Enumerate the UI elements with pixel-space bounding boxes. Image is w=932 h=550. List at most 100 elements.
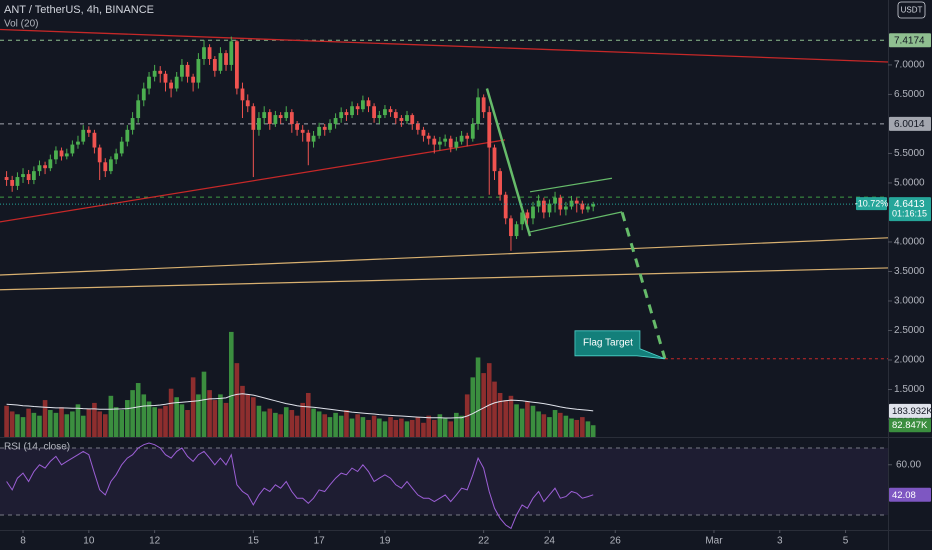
- volume-bar: [393, 419, 399, 437]
- volume-bar: [278, 414, 283, 437]
- candle-body: [393, 112, 398, 119]
- volume-bar: [448, 421, 454, 437]
- candle-body: [43, 165, 47, 169]
- volume-bar: [333, 412, 338, 437]
- volume-bar: [404, 421, 410, 437]
- y-tick-label: 5.0000: [894, 178, 925, 189]
- candle-body: [136, 100, 141, 119]
- candle-body: [158, 70, 163, 74]
- x-tick-label: 17: [314, 536, 326, 547]
- volume-bar: [585, 421, 591, 437]
- candle-body: [399, 118, 404, 121]
- candle-body: [432, 138, 437, 145]
- volume-bar: [201, 371, 207, 437]
- candle-body: [81, 129, 86, 142]
- trend-line: [0, 237, 889, 276]
- volume-bar: [64, 414, 70, 437]
- candle-body: [240, 88, 245, 101]
- last-price-label: 4.6413: [894, 199, 925, 210]
- candle-body: [97, 147, 102, 163]
- y-tick-label: 3.0000: [894, 296, 925, 307]
- volume-bar: [415, 417, 421, 437]
- rsi-line: [6, 442, 594, 530]
- y-tick-label: 4.0000: [894, 237, 925, 248]
- candle-body: [4, 177, 9, 180]
- x-tick-label: 26: [610, 536, 622, 547]
- volume-bar: [322, 414, 328, 437]
- currency-badge[interactable]: [897, 1, 926, 19]
- candle-body: [202, 47, 206, 60]
- candle-body: [21, 174, 25, 178]
- candle-body: [130, 118, 135, 130]
- volume-bar: [185, 410, 190, 437]
- volume-bar: [102, 414, 108, 437]
- value-badge: [889, 487, 931, 502]
- volume-bar: [481, 373, 486, 437]
- volume-bar: [108, 395, 114, 437]
- x-tick-label: 5: [843, 536, 849, 547]
- volume-bar: [168, 388, 174, 437]
- volume-bar: [574, 419, 580, 437]
- level-badge: [889, 33, 931, 48]
- candle-body: [180, 64, 184, 77]
- y-tick-label: 1.5000: [894, 384, 925, 395]
- volume-bar: [26, 408, 31, 437]
- candle-body: [487, 112, 492, 148]
- volume-bar: [382, 421, 388, 437]
- volume-bar: [492, 381, 497, 437]
- candle-body: [278, 115, 283, 119]
- candle-body: [498, 171, 502, 195]
- candle-body: [306, 132, 311, 142]
- volume-bar: [563, 415, 569, 437]
- candle-body: [108, 159, 113, 172]
- volume-bar: [514, 404, 519, 437]
- y-tick-label: 5.5000: [894, 148, 925, 159]
- candle-body: [333, 118, 338, 124]
- volume-bar: [344, 410, 349, 437]
- trend-line: [529, 177, 613, 193]
- volume-bar: [70, 411, 75, 437]
- volume-bar: [223, 402, 229, 437]
- currency-label: USDT: [901, 6, 923, 15]
- volume-bar: [218, 394, 223, 437]
- candle-body: [300, 129, 305, 133]
- volume-bar: [146, 401, 152, 437]
- volume-bar: [475, 357, 481, 437]
- trend-line: [0, 28, 889, 63]
- candle-body: [70, 144, 75, 154]
- volume-bar: [366, 419, 371, 437]
- volume-bar: [196, 394, 201, 437]
- volume-bar: [20, 417, 26, 437]
- volume-bar: [174, 397, 179, 437]
- candle-body: [563, 206, 568, 210]
- x-tick-label: 15: [248, 536, 260, 547]
- volume-bar: [113, 407, 119, 437]
- candle-body: [119, 141, 124, 154]
- y-tick-label: 2.5000: [894, 325, 925, 336]
- candle-body: [207, 47, 212, 60]
- candle-body: [163, 73, 168, 83]
- annotation-callout: [574, 330, 666, 360]
- volume-bar: [212, 400, 218, 437]
- candle-body: [64, 153, 69, 157]
- volume-bar: [327, 417, 333, 437]
- volume-bar: [497, 392, 503, 437]
- candle-body: [152, 70, 157, 77]
- candle-body: [366, 100, 371, 107]
- volume-bar: [261, 411, 267, 437]
- annotation-text: Flag Target: [583, 337, 633, 348]
- candle-body: [339, 112, 344, 119]
- volume-bar: [125, 400, 130, 437]
- volume-bar: [580, 417, 585, 437]
- volume-bar: [426, 415, 432, 437]
- candle-body: [141, 88, 146, 101]
- candle-body: [37, 165, 42, 172]
- x-tick-label: 24: [544, 536, 556, 547]
- volume-ma-line: [6, 393, 594, 419]
- candle-body: [289, 112, 294, 124]
- level-badge-label: 7.4174: [894, 35, 925, 46]
- x-tick-label: 8: [20, 536, 26, 547]
- candle-body: [443, 138, 448, 142]
- candle-body: [448, 138, 453, 148]
